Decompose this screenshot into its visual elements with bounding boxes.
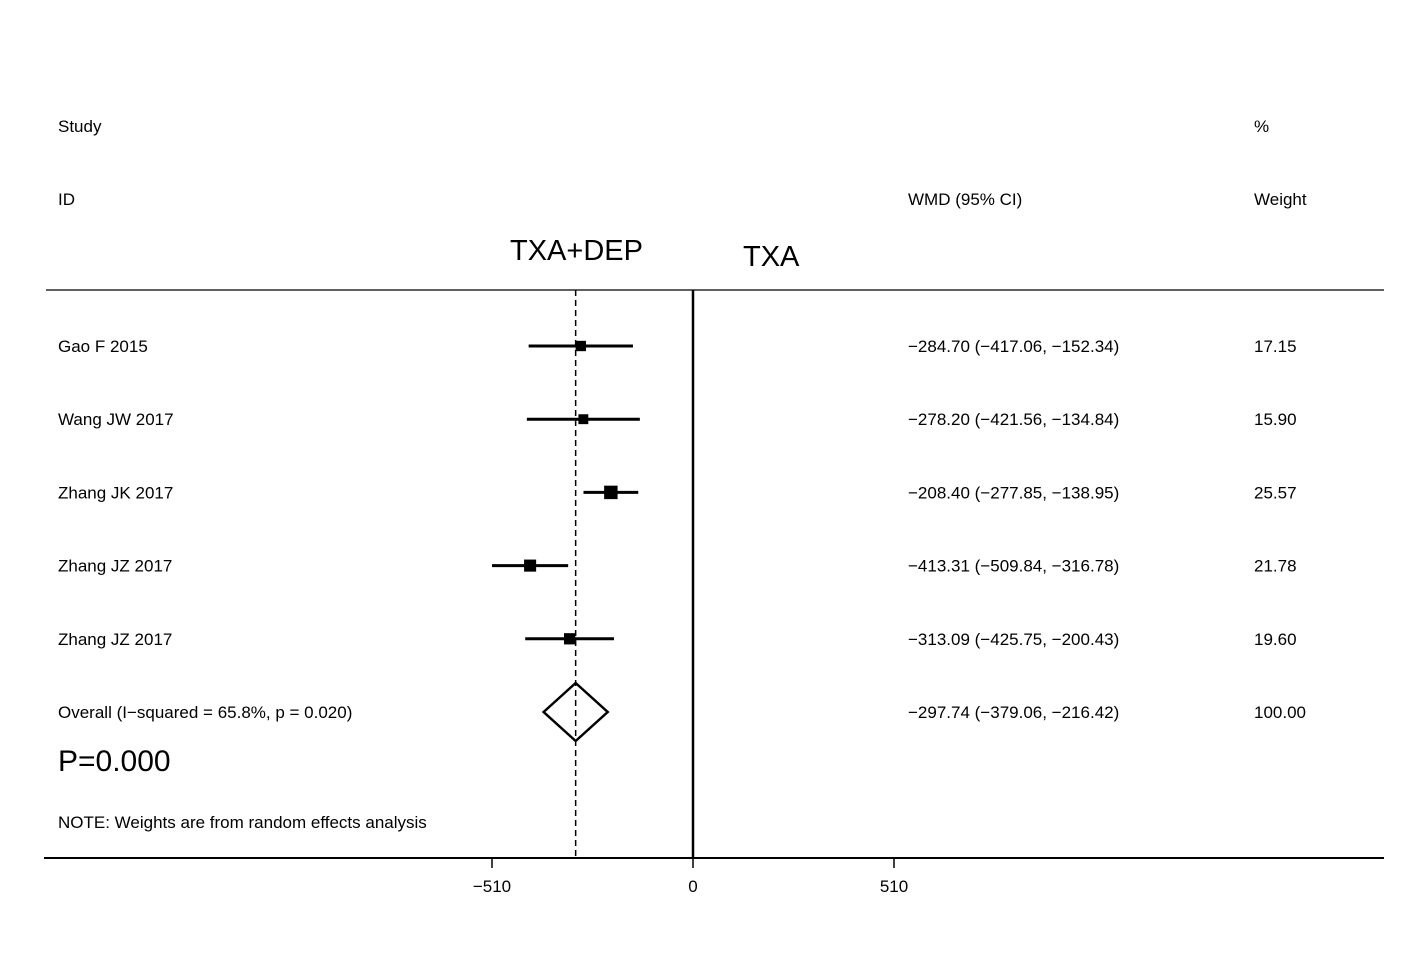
favours-right-label: TXA	[743, 241, 800, 273]
header-effect: WMD (95% CI)	[908, 190, 1022, 209]
effect-ci-text: −413.31 (−509.84, −316.78)	[908, 557, 1119, 576]
weight-text: 21.78	[1254, 557, 1297, 576]
overall-label: Overall (I−squared = 65.8%, p = 0.020)	[58, 703, 352, 722]
study-label: Gao F 2015	[58, 337, 148, 356]
study-label: Zhang JZ 2017	[58, 557, 172, 576]
study-row: Zhang JK 2017 −208.40 (−277.85, −138.95) 2…	[58, 483, 1297, 502]
x-axis-ticks: −510 0 510	[473, 858, 908, 896]
study-row: Zhang JZ 2017 −313.09 (−425.75, −200.43) 1…	[58, 630, 1297, 649]
p-value-label: P=0.000	[58, 745, 171, 778]
study-row: Gao F 2015 −284.70 (−417.06, −152.34) 17.1…	[58, 337, 1297, 356]
header-weight: Weight	[1254, 190, 1307, 209]
effect-ci-text: −313.09 (−425.75, −200.43)	[908, 630, 1119, 649]
effect-ci-text: −284.70 (−417.06, −152.34)	[908, 337, 1119, 356]
study-row: Zhang JZ 2017 −413.31 (−509.84, −316.78) 2…	[58, 557, 1297, 576]
effect-ci-text: −208.40 (−277.85, −138.95)	[908, 483, 1119, 502]
point-estimate-square	[563, 633, 576, 645]
favours-left-label: TXA+DEP	[510, 235, 643, 267]
weight-text: 19.60	[1254, 630, 1297, 649]
header-weight-pct: %	[1254, 117, 1269, 136]
x-tick-label: 0	[688, 877, 697, 896]
study-row: Wang JW 2017 −278.20 (−421.56, −134.84) 15…	[58, 410, 1297, 429]
study-label: Wang JW 2017	[58, 410, 174, 429]
header-study: Study	[58, 117, 102, 136]
study-rows: Gao F 2015 −284.70 (−417.06, −152.34) 17.1…	[58, 337, 1297, 649]
overall-diamond	[541, 681, 610, 743]
overall-weight-text: 100.00	[1254, 703, 1306, 722]
point-estimate-square	[575, 340, 586, 352]
point-estimate-square	[578, 414, 589, 425]
overall-row: Overall (I−squared = 65.8%, p = 0.020) −2…	[58, 681, 1306, 743]
overall-effect-ci-text: −297.74 (−379.06, −216.42)	[908, 703, 1119, 722]
x-tick-label: −510	[473, 877, 511, 896]
header-id: ID	[58, 190, 75, 209]
point-estimate-square	[604, 485, 618, 500]
point-estimate-square	[524, 559, 537, 572]
weight-text: 25.57	[1254, 483, 1297, 502]
weight-text: 15.90	[1254, 410, 1297, 429]
effect-ci-text: −278.20 (−421.56, −134.84)	[908, 410, 1119, 429]
study-label: Zhang JK 2017	[58, 483, 173, 502]
x-tick-label: 510	[880, 877, 908, 896]
study-label: Zhang JZ 2017	[58, 630, 172, 649]
weight-text: 17.15	[1254, 337, 1297, 356]
note-text: NOTE: Weights are from random effects an…	[58, 813, 427, 832]
